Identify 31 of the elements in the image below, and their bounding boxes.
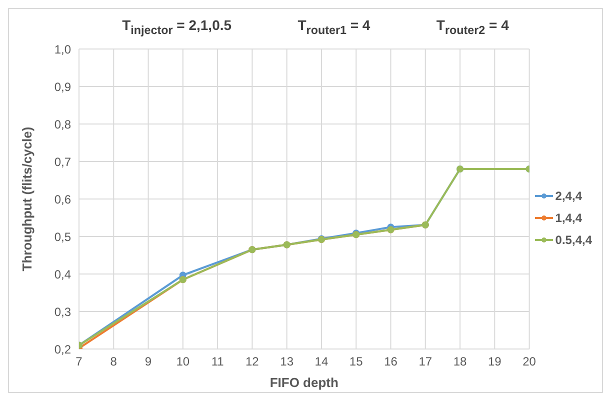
x-axis-title: FIFO depth <box>270 375 338 390</box>
text: T$_{router2}$ = 4 <box>436 17 509 39</box>
x-tick-label: 18 <box>453 354 468 369</box>
y-tick-label: 0,6 <box>54 192 72 206</box>
y-axis-title: Throughput (flits/cycle) <box>20 126 35 272</box>
legend-label: 2,4,4 <box>555 189 582 203</box>
x-tick-label: 12 <box>246 354 260 369</box>
legend-label: 1,4,4 <box>555 211 582 225</box>
x-tick-label: 14 <box>314 354 328 369</box>
x-tick-label: 9 <box>144 354 152 369</box>
y-tick-label: 0,5 <box>54 230 72 244</box>
x-tick-label: 19 <box>488 354 502 369</box>
x-tick-label: 16 <box>384 354 398 369</box>
text: T$_{router1}$ = 4 <box>298 17 370 39</box>
y-tick-label: 0,2 <box>54 342 72 356</box>
text: T$_{injector}$ = 2,1,0.5 <box>122 17 232 39</box>
x-tick-label: 17 <box>418 354 432 369</box>
y-tick-label: 0,3 <box>54 304 72 319</box>
x-tick-label: 15 <box>349 354 364 369</box>
x-tick-label: 13 <box>280 354 294 369</box>
x-tick-label: 11 <box>211 354 224 369</box>
x-tick-label: 8 <box>110 354 118 369</box>
y-tick-label: 0,8 <box>54 117 72 132</box>
y-tick-label: 1,0 <box>54 42 72 56</box>
legend-label: 0.5,4,4 <box>555 233 592 247</box>
x-tick-label: 7 <box>76 354 83 369</box>
y-tick-label: 0,9 <box>54 80 72 94</box>
x-tick-label: 10 <box>176 354 190 369</box>
y-tick-label: 0,7 <box>54 154 72 169</box>
x-tick-label: 20 <box>522 354 536 369</box>
y-tick-label: 0,4 <box>54 267 72 282</box>
